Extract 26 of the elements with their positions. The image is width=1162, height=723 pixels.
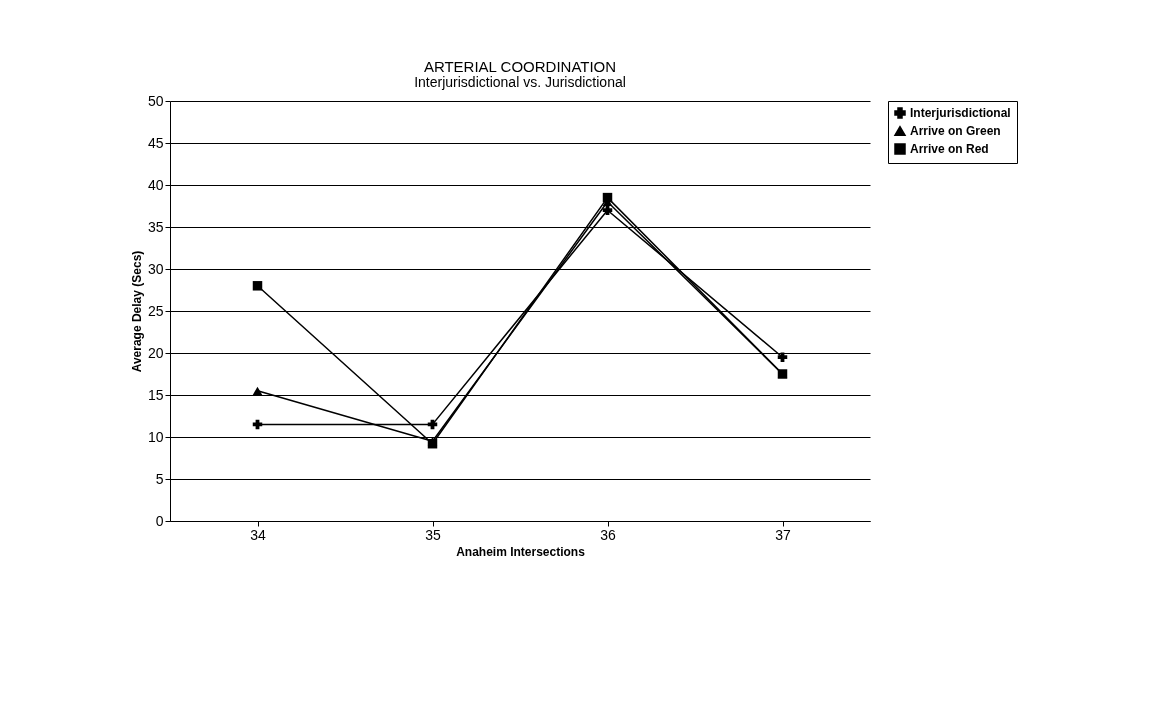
y-tick-label: 25 [147,302,164,319]
y-tick-label: 5 [155,470,164,487]
chart-title: ARTERIAL COORDINATION [423,58,617,75]
point [252,281,263,291]
chart-subtitle: Interjurisdictional vs. Jurisdictional [414,74,626,90]
point [777,352,788,362]
y-tick-label: 35 [147,218,164,235]
x-tick-label: 34 [250,526,266,543]
y-tick-label: 45 [147,134,164,151]
y-tick-label: 15 [147,386,164,403]
legend-label: Interjurisdictional [910,106,1011,120]
x-axis-title: Anaheim Intersections [456,544,586,559]
x-tick-label: 35 [425,526,441,543]
y-axis-title: Average Delay (Secs) [129,250,144,373]
y-tick-label: 40 [147,176,164,193]
y-tick-label: 30 [147,260,164,277]
x-tick-label: 36 [600,526,616,543]
legend-label: Arrive on Green [910,124,1001,138]
point [252,386,263,395]
y-tick-label: 50 [147,92,164,109]
x-tick-label: 37 [775,526,791,543]
y-tick-label: 20 [147,344,164,361]
legend-label: Arrive on Red [910,142,989,156]
point [602,205,613,215]
y-tick-label: 10 [147,428,164,445]
y-tick-label: 0 [155,512,164,529]
